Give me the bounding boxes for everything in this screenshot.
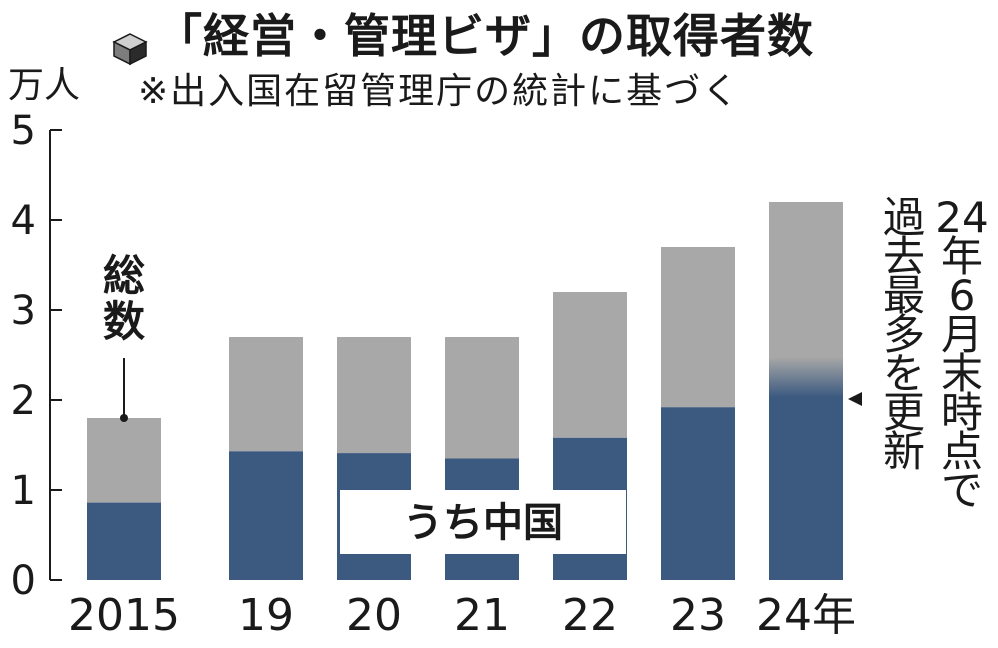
record-note-char: 24 xyxy=(935,193,988,242)
y-tick-label: 1 xyxy=(11,468,36,514)
record-note-char: を xyxy=(883,349,925,398)
x-tick-label: 24年 xyxy=(756,590,856,641)
y-tick-label: 3 xyxy=(11,288,36,334)
total-label-char: 数 xyxy=(103,297,145,346)
y-tick-label: 0 xyxy=(11,558,36,604)
record-note-char: 6 xyxy=(949,271,976,320)
record-note-char: 最 xyxy=(883,271,925,320)
x-tick-label: 23 xyxy=(670,590,726,641)
bar-total xyxy=(337,337,411,454)
record-note-char: 更 xyxy=(883,388,925,437)
record-note-char: 多 xyxy=(883,310,925,359)
bar-china xyxy=(229,451,303,580)
bars-group xyxy=(87,202,843,580)
record-note-char: 点 xyxy=(941,427,983,476)
y-tick-label: 2 xyxy=(11,378,36,424)
y-axis-unit: 万人 xyxy=(8,65,81,106)
chart-title-text: 「経営・管理ビザ」の取得者数 xyxy=(156,9,814,63)
y-tick-label: 5 xyxy=(11,108,36,154)
bar-total xyxy=(87,418,161,503)
record-note-char: 新 xyxy=(883,427,925,476)
total-pointer-dot xyxy=(120,414,128,422)
bar-china xyxy=(661,407,735,580)
bar-total xyxy=(553,292,627,438)
cube-icon xyxy=(112,23,148,65)
x-tick-label: 2015 xyxy=(68,590,180,641)
y-axis: 0 1 2 3 4 5 xyxy=(11,108,62,604)
china-label: うち中国 xyxy=(403,500,563,546)
bar-total xyxy=(229,337,303,452)
bar-china xyxy=(769,391,843,580)
x-axis-labels: 2015 19 20 21 22 23 24年 xyxy=(68,590,856,641)
total-label-char: 総 xyxy=(103,251,145,300)
bar-fade xyxy=(769,357,843,397)
record-note-char: で xyxy=(941,466,983,515)
x-tick-label: 19 xyxy=(238,590,294,641)
record-note-char: 末 xyxy=(941,349,983,398)
marker-triangle xyxy=(848,392,862,406)
bar-china xyxy=(87,502,161,580)
chart-title: 「経営・管理ビザ」の取得者数 xyxy=(112,0,814,66)
record-note-char: 年 xyxy=(941,232,983,281)
record-note-char: 月 xyxy=(941,310,983,359)
bar-total xyxy=(661,247,735,408)
x-tick-label: 21 xyxy=(454,590,510,641)
bar-total xyxy=(445,337,519,459)
x-tick-label: 22 xyxy=(562,590,618,641)
china-label-box xyxy=(340,490,626,554)
record-note-char: 過 xyxy=(883,193,925,242)
record-note-char: 去 xyxy=(883,232,925,281)
record-note-char: 時 xyxy=(941,388,983,437)
x-tick-label: 20 xyxy=(346,590,402,641)
chart-subtitle: ※出入国在留管理庁の統計に基づく xyxy=(138,71,741,112)
y-tick-label: 4 xyxy=(11,198,36,244)
